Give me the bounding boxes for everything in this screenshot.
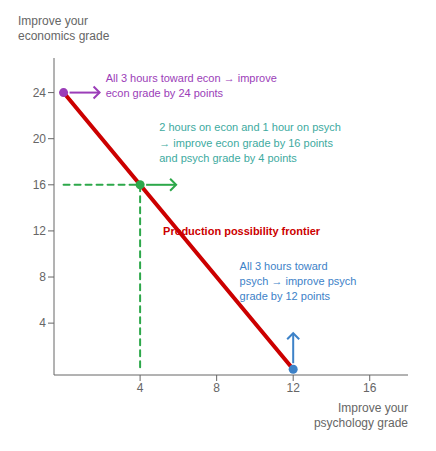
svg-text:20: 20 — [33, 132, 47, 146]
svg-text:All 3 hours toward econ → impr: All 3 hours toward econ → improveecon gr… — [106, 72, 277, 99]
svg-text:2 hours on econ and 1 hour on: 2 hours on econ and 1 hour on psych→ imp… — [159, 121, 341, 164]
svg-text:Production possibility frontie: Production possibility frontier — [163, 225, 321, 237]
svg-text:16: 16 — [363, 381, 377, 395]
svg-text:8: 8 — [39, 270, 46, 284]
svg-text:All 3 hours towardpsych → impr: All 3 hours towardpsych → improve psychg… — [240, 260, 357, 303]
svg-text:Improve youreconomics grade: Improve youreconomics grade — [18, 14, 110, 44]
svg-text:24: 24 — [33, 86, 47, 100]
svg-text:12: 12 — [287, 381, 301, 395]
svg-text:Improve yourpsychology grade: Improve yourpsychology grade — [314, 401, 408, 431]
svg-text:4: 4 — [137, 381, 144, 395]
svg-text:8: 8 — [213, 381, 220, 395]
svg-text:4: 4 — [39, 316, 46, 330]
svg-text:12: 12 — [33, 224, 47, 238]
svg-text:16: 16 — [33, 178, 47, 192]
